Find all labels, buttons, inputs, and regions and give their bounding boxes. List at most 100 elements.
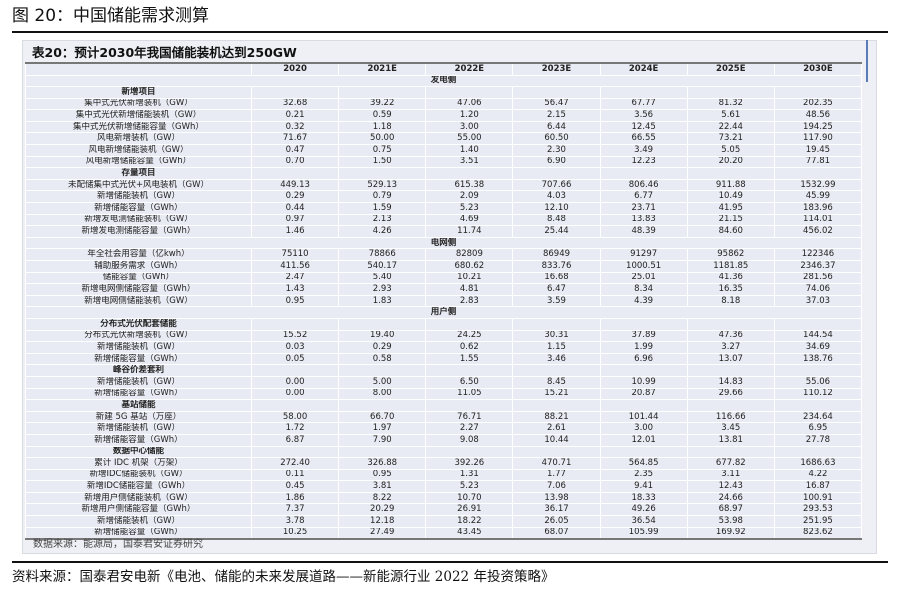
value-cell: 615.38 (425, 178, 514, 192)
row-label: 基站储能 (25, 399, 252, 412)
header-year-cell: 2022E (425, 62, 514, 76)
value-cell (425, 399, 514, 412)
value-cell: 1.86 (250, 491, 340, 505)
value-cell: 19.40 (338, 329, 427, 343)
value-cell: 8.00 (338, 387, 427, 401)
value-cell: 5.23 (425, 480, 514, 493)
value-cell: 18.22 (425, 515, 514, 528)
value-cell: 15.52 (250, 329, 340, 343)
value-cell: 16.68 (512, 271, 601, 285)
value-cell: 56.47 (512, 97, 601, 111)
table-row: 新增储能容量（GWh） 10.25 27.49 43.45 68.07 105.99 169… (25, 526, 863, 540)
table-row: 新增储能容量（GWh） 0.44 1.59 5.23 12.10 23.71 41.95 18… (25, 202, 863, 215)
table-row: 新增电网侧储能容量（GWh） 1.43 2.93 4.81 6.47 8.34 16.35 7… (25, 283, 863, 296)
value-cell: 1.18 (338, 120, 427, 134)
value-cell: 10.44 (512, 433, 601, 447)
row-label: 集中式光伏新增储能装机（GW） (25, 109, 252, 122)
value-cell: 833.76 (512, 260, 601, 273)
value-cell (512, 445, 601, 459)
value-cell: 74.06 (773, 283, 863, 296)
row-label: 新增储能容量（GWh） (25, 202, 252, 215)
value-cell: 6.96 (599, 352, 688, 366)
value-cell: 3.81 (338, 480, 427, 493)
row-label: 新增储能装机（GW） (25, 515, 252, 528)
scrollbar[interactable] (866, 40, 868, 82)
value-cell: 81.32 (686, 97, 775, 111)
value-cell: 37.03 (773, 294, 863, 308)
row-label: 新增储能容量（GWh） (25, 352, 252, 366)
row-label: 新增IDC储能装机（GW） (25, 468, 252, 482)
value-cell: 22.44 (686, 120, 775, 134)
value-cell (686, 167, 775, 180)
bottom-divider (12, 561, 888, 563)
value-cell: 78866 (338, 248, 427, 261)
value-cell: 14.83 (686, 375, 775, 389)
value-cell: 0.47 (250, 144, 340, 157)
value-cell (686, 317, 775, 331)
row-label: 新增储能装机（GW） (25, 341, 252, 354)
value-cell (599, 364, 688, 377)
value-cell: 100.91 (773, 491, 863, 505)
value-cell: 0.32 (250, 120, 340, 134)
value-cell: 2.47 (250, 271, 340, 285)
value-cell: 26.05 (512, 515, 601, 528)
value-cell (512, 399, 601, 412)
subsection-row: 存量项目 (25, 167, 863, 180)
value-cell: 6.47 (512, 283, 601, 296)
value-cell (250, 86, 340, 99)
value-cell: 27.78 (773, 433, 863, 447)
value-cell: 234.64 (773, 410, 863, 424)
value-cell: 4.26 (338, 225, 427, 238)
value-cell: 1686.63 (773, 457, 863, 470)
value-cell: 0.00 (250, 387, 340, 401)
value-cell: 2.83 (425, 294, 514, 308)
row-label: 新增储能容量（GWh） (25, 433, 252, 447)
row-label: 新增项目 (25, 86, 252, 99)
value-cell: 8.22 (338, 491, 427, 505)
value-cell (512, 317, 601, 331)
subsection-row: 新增项目 (25, 86, 863, 99)
value-cell: 3.59 (512, 294, 601, 308)
section-row: 电网侧 (25, 236, 862, 250)
value-cell: 0.45 (250, 480, 340, 493)
value-cell (773, 317, 863, 331)
value-cell: 1.83 (338, 294, 427, 308)
value-cell: 116.66 (686, 410, 775, 424)
value-cell: 1.99 (599, 341, 688, 354)
value-cell: 0.70 (250, 155, 340, 169)
top-divider (12, 31, 888, 33)
value-cell (338, 167, 427, 180)
section-row: 发电侧 (25, 74, 862, 88)
row-label: 新增发电测储能容量（GWh） (25, 225, 252, 238)
value-cell: 32.68 (250, 97, 340, 111)
value-cell (338, 445, 427, 459)
table-row: 集中式光伏新增储能容量（GWh） 0.32 1.18 3.00 6.44 12.45 22.… (25, 120, 863, 134)
value-cell (773, 167, 863, 180)
table-row: 风电新增装机（GW） 71.67 50.00 55.00 60.50 66.55 73.21… (25, 132, 863, 146)
table-row: 风电新增储能装机（GW） 0.47 0.75 1.40 2.30 3.49 5.05 19.4… (25, 144, 863, 157)
value-cell (338, 364, 427, 377)
value-cell: 55.06 (773, 375, 863, 389)
value-cell: 117.90 (773, 132, 863, 146)
value-cell: 86949 (512, 248, 601, 261)
value-cell: 3.00 (599, 422, 688, 435)
row-label: 集中式光伏新增储能容量（GWh） (25, 120, 252, 134)
value-cell: 0.05 (250, 352, 340, 366)
value-cell: 13.81 (686, 433, 775, 447)
row-label: 新增储能装机（GW） (25, 422, 252, 435)
value-cell (250, 317, 340, 331)
value-cell (425, 445, 514, 459)
value-cell: 144.54 (773, 329, 863, 343)
table-row: 辅助服务需求（GWh） 411.56 540.17 680.62 833.76 1000.… (25, 260, 863, 273)
value-cell: 0.95 (250, 294, 340, 308)
subsection-row: 峰谷价差套利 (25, 364, 863, 377)
value-cell: 1.43 (250, 283, 340, 296)
value-cell: 1.31 (425, 468, 514, 482)
value-cell: 293.53 (773, 503, 863, 517)
value-cell: 25.01 (599, 271, 688, 285)
value-cell: 12.45 (599, 120, 688, 134)
row-label: 集中式光伏新增装机（GW） (25, 97, 252, 111)
value-cell: 26.91 (425, 503, 514, 517)
value-cell: 5.00 (338, 375, 427, 389)
row-label: 新增电网侧储能容量（GWh） (25, 283, 252, 296)
